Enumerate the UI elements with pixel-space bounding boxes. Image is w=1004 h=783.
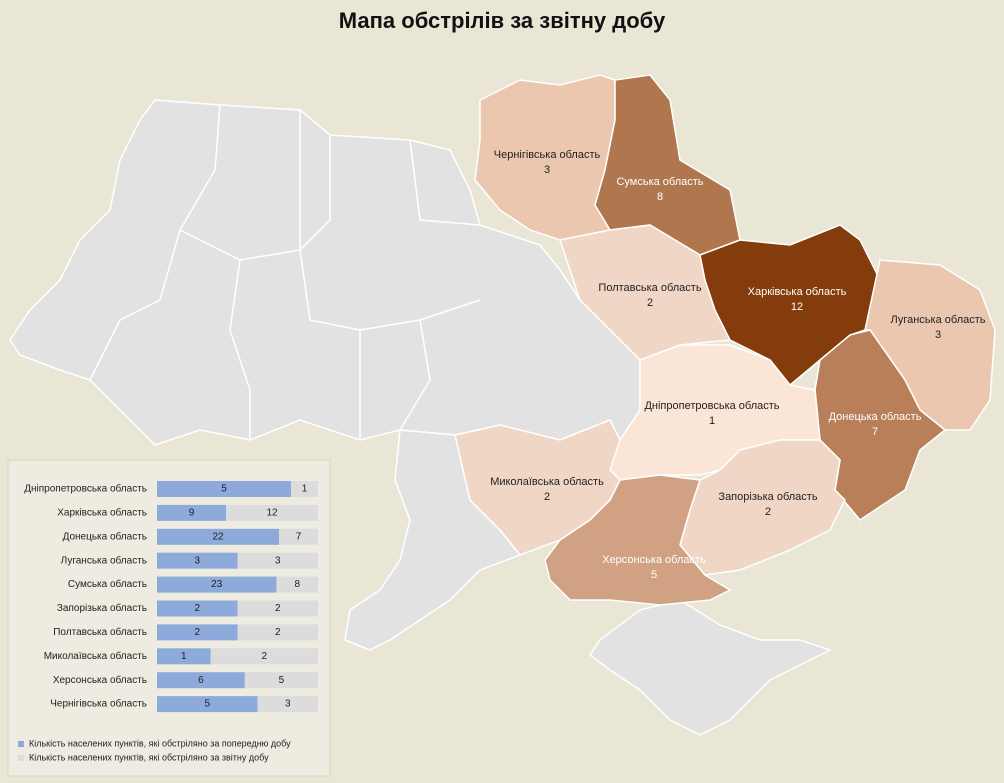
regions: Чернігівська область 3 Сумська область 8 Пол… bbox=[454, 74, 996, 606]
category-label: Донецька область bbox=[63, 530, 147, 542]
bar-segment bbox=[157, 481, 292, 497]
category-label: Запорізька область bbox=[57, 602, 147, 614]
value-label: 3 bbox=[285, 699, 291, 710]
region-name: Чернігівська область bbox=[494, 149, 601, 161]
region-value: 2 bbox=[765, 506, 771, 518]
value-label: 2 bbox=[275, 603, 281, 614]
category-label: Сумська область bbox=[68, 578, 147, 590]
value-label: 1 bbox=[302, 484, 308, 495]
value-label: 1 bbox=[181, 651, 187, 662]
value-label: 23 bbox=[211, 579, 223, 590]
value-label: 5 bbox=[221, 484, 227, 495]
region-value: 12 bbox=[791, 301, 803, 313]
region-name: Дніпропетровська область bbox=[644, 400, 779, 412]
value-label: 5 bbox=[205, 699, 211, 710]
bar-segment bbox=[279, 528, 318, 545]
value-label: 5 bbox=[279, 675, 285, 686]
bar-segment bbox=[291, 481, 318, 497]
region-value: 8 bbox=[657, 191, 663, 203]
bar-segment bbox=[210, 648, 318, 665]
region bbox=[594, 74, 741, 256]
legend-swatch bbox=[18, 755, 24, 761]
region-name: Миколаївська область bbox=[490, 476, 604, 488]
bar-chart: Дніпропетровська область 5 1 Харківська обл… bbox=[18, 481, 318, 762]
bar-segment bbox=[237, 624, 318, 641]
category-label: Миколаївська область bbox=[44, 650, 147, 662]
crimea bbox=[588, 599, 832, 736]
bar-segment bbox=[157, 552, 238, 569]
value-label: 6 bbox=[198, 675, 204, 686]
bar-segment bbox=[157, 648, 211, 665]
region-name: Херсонська область bbox=[602, 554, 706, 566]
title: Мапа обстрілів за звітну добу bbox=[339, 8, 666, 33]
legend-swatch bbox=[18, 741, 24, 747]
bar-segment bbox=[157, 576, 277, 593]
region-value: 2 bbox=[544, 491, 550, 503]
region-value: 1 bbox=[709, 415, 715, 427]
bar-segment bbox=[276, 576, 318, 593]
value-label: 22 bbox=[213, 531, 225, 542]
bar-segment bbox=[157, 600, 238, 617]
value-label: 3 bbox=[275, 555, 281, 566]
bar-segment bbox=[157, 672, 245, 689]
value-label: 7 bbox=[296, 531, 302, 542]
bar-segment bbox=[157, 528, 280, 545]
legend-label: Кількість населених пунктів, які обстріл… bbox=[29, 752, 269, 762]
bar-segment bbox=[244, 672, 318, 689]
category-label: Харківська область bbox=[57, 507, 147, 519]
region-value: 3 bbox=[935, 329, 941, 341]
region-name: Харківська область bbox=[748, 286, 847, 298]
region-name: Запорізька область bbox=[718, 491, 817, 503]
region-value: 3 bbox=[544, 164, 550, 176]
region-name: Донецька область bbox=[829, 411, 922, 423]
bar-segment bbox=[237, 600, 318, 617]
value-label: 8 bbox=[294, 579, 300, 590]
bar-segment bbox=[157, 624, 238, 641]
value-label: 2 bbox=[262, 651, 268, 662]
value-label: 2 bbox=[194, 603, 200, 614]
region-name: Луганська область bbox=[891, 314, 986, 326]
value-label: 12 bbox=[266, 508, 278, 519]
value-label: 3 bbox=[194, 555, 200, 566]
category-label: Дніпропетровська область bbox=[24, 483, 147, 495]
legend-label: Кількість населених пунктів, які обстріл… bbox=[29, 738, 291, 748]
bar-segment bbox=[237, 552, 318, 569]
category-label: Полтавська область bbox=[53, 626, 147, 638]
bar-segment bbox=[226, 504, 318, 521]
inner-borders bbox=[89, 104, 481, 440]
bar-segment bbox=[157, 696, 258, 713]
base-map bbox=[9, 99, 832, 736]
category-label: Чернігівська область bbox=[50, 698, 147, 710]
value-label: 9 bbox=[189, 508, 195, 519]
region-value: 2 bbox=[647, 297, 653, 309]
value-label: 2 bbox=[194, 627, 200, 638]
region-value: 7 bbox=[872, 426, 878, 438]
bar-segment bbox=[157, 504, 226, 521]
region bbox=[544, 474, 732, 606]
region-name: Сумська область bbox=[616, 176, 703, 188]
bar-segment bbox=[257, 696, 318, 713]
category-label: Херсонська область bbox=[53, 674, 147, 686]
value-label: 2 bbox=[275, 627, 281, 638]
category-label: Луганська область bbox=[61, 554, 147, 566]
region-value: 5 bbox=[651, 569, 657, 581]
region-name: Полтавська область bbox=[598, 282, 701, 294]
